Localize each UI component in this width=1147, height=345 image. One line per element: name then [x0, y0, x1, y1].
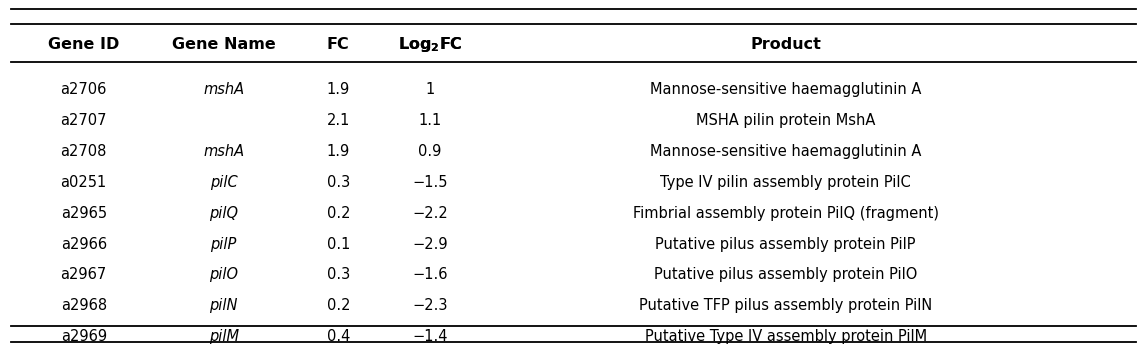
Text: Putative pilus assembly protein PilP: Putative pilus assembly protein PilP — [655, 237, 916, 252]
Text: Gene ID: Gene ID — [48, 37, 119, 52]
Text: 0.2: 0.2 — [327, 298, 350, 313]
Text: 0.2: 0.2 — [327, 206, 350, 221]
Text: MSHA pilin protein MshA: MSHA pilin protein MshA — [696, 113, 875, 128]
Text: 2.1: 2.1 — [327, 113, 350, 128]
Text: Putative pilus assembly protein PilO: Putative pilus assembly protein PilO — [654, 267, 918, 283]
Text: 0.3: 0.3 — [327, 175, 350, 190]
Text: mshA: mshA — [203, 82, 244, 97]
Text: 1.9: 1.9 — [327, 82, 350, 97]
Text: −1.6: −1.6 — [413, 267, 447, 283]
Text: a2967: a2967 — [61, 267, 107, 283]
Text: Type IV pilin assembly protein PilC: Type IV pilin assembly protein PilC — [661, 175, 911, 190]
Text: pilN: pilN — [210, 298, 237, 313]
Text: FC: FC — [327, 37, 350, 52]
Text: pilP: pilP — [211, 237, 236, 252]
Text: a2966: a2966 — [61, 237, 107, 252]
Text: a2706: a2706 — [61, 82, 107, 97]
Text: −1.5: −1.5 — [413, 175, 447, 190]
Text: pilO: pilO — [209, 267, 239, 283]
Text: Log$_\mathbf{2}$FC: Log$_\mathbf{2}$FC — [398, 35, 462, 55]
Text: 1.1: 1.1 — [419, 113, 442, 128]
Text: Mannose-sensitive haemagglutinin A: Mannose-sensitive haemagglutinin A — [650, 82, 921, 97]
Text: −2.3: −2.3 — [413, 298, 447, 313]
Text: 1: 1 — [426, 82, 435, 97]
Text: pilC: pilC — [210, 175, 237, 190]
Text: a2969: a2969 — [61, 329, 107, 344]
Text: Fimbrial assembly protein PilQ (fragment): Fimbrial assembly protein PilQ (fragment… — [633, 206, 938, 221]
Text: 0.3: 0.3 — [327, 267, 350, 283]
Text: a2708: a2708 — [61, 144, 107, 159]
Text: a0251: a0251 — [61, 175, 107, 190]
Text: −2.2: −2.2 — [412, 206, 448, 221]
Text: −2.9: −2.9 — [412, 237, 448, 252]
Text: Mannose-sensitive haemagglutinin A: Mannose-sensitive haemagglutinin A — [650, 144, 921, 159]
Text: a2707: a2707 — [61, 113, 107, 128]
Text: 0.9: 0.9 — [419, 144, 442, 159]
Text: Putative TFP pilus assembly protein PilN: Putative TFP pilus assembly protein PilN — [639, 298, 933, 313]
Text: a2965: a2965 — [61, 206, 107, 221]
Text: pilQ: pilQ — [209, 206, 239, 221]
Text: −1.4: −1.4 — [413, 329, 447, 344]
Text: a2968: a2968 — [61, 298, 107, 313]
Text: Product: Product — [750, 37, 821, 52]
Text: $\mathbf{Log_2FC}$: $\mathbf{Log_2FC}$ — [398, 35, 462, 55]
Text: Putative Type IV assembly protein PilM: Putative Type IV assembly protein PilM — [645, 329, 927, 344]
Text: pilM: pilM — [209, 329, 239, 344]
Text: 1.9: 1.9 — [327, 144, 350, 159]
Text: 0.4: 0.4 — [327, 329, 350, 344]
Text: mshA: mshA — [203, 144, 244, 159]
Text: Gene Name: Gene Name — [172, 37, 275, 52]
Text: 0.1: 0.1 — [327, 237, 350, 252]
